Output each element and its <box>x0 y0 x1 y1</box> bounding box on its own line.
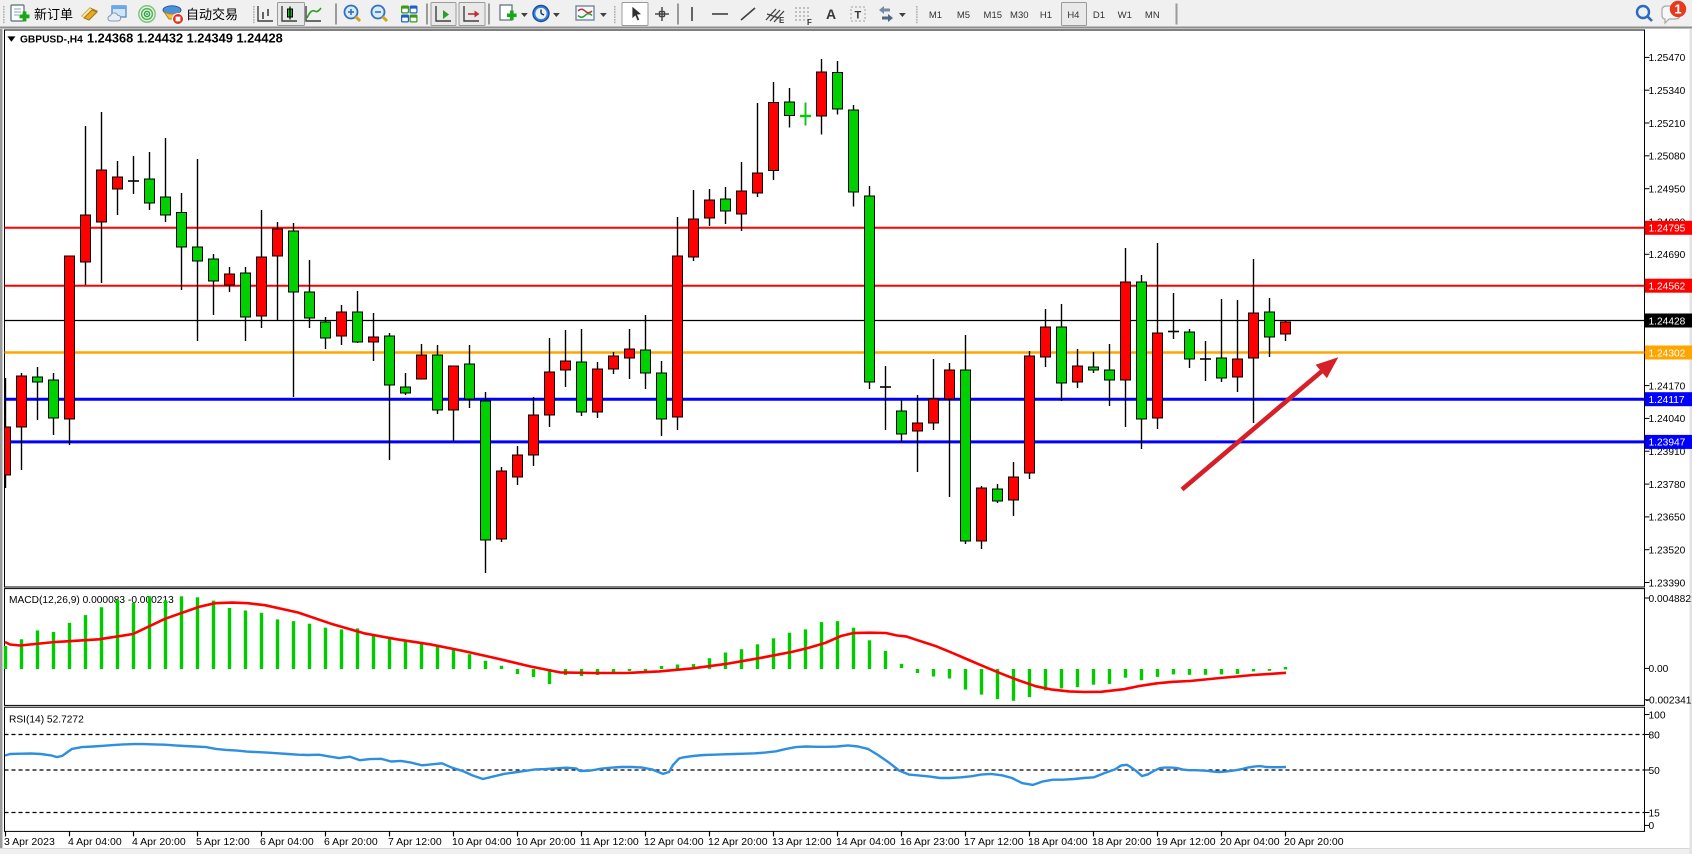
svg-text:1.25470: 1.25470 <box>1649 53 1686 64</box>
svg-text:1.24795: 1.24795 <box>1649 224 1686 235</box>
svg-text:7 Apr 12:00: 7 Apr 12:00 <box>388 836 442 848</box>
svg-text:H1: H1 <box>1040 10 1052 21</box>
svg-text:MACD(12,26,9) 0.000083 -0.0002: MACD(12,26,9) 0.000083 -0.000213 <box>9 595 174 606</box>
svg-text:16 Apr 23:00: 16 Apr 23:00 <box>900 836 960 848</box>
svg-text:D1: D1 <box>1093 10 1105 21</box>
svg-text:M15: M15 <box>984 10 1002 21</box>
svg-text:M30: M30 <box>1010 10 1028 21</box>
svg-text:6 Apr 04:00: 6 Apr 04:00 <box>260 836 314 848</box>
svg-text:1.23910: 1.23910 <box>1649 447 1686 458</box>
svg-text:M1: M1 <box>929 10 942 21</box>
svg-text:1.24690: 1.24690 <box>1649 250 1686 261</box>
svg-text:MN: MN <box>1145 10 1160 21</box>
svg-text:14 Apr 04:00: 14 Apr 04:00 <box>836 836 896 848</box>
svg-text:4 Apr 20:00: 4 Apr 20:00 <box>132 836 186 848</box>
svg-text:F: F <box>807 18 812 27</box>
svg-text:1.24302: 1.24302 <box>1649 348 1686 359</box>
svg-text:新订单: 新订单 <box>34 7 73 22</box>
svg-text:M5: M5 <box>957 10 970 21</box>
svg-text:RSI(14) 52.7272: RSI(14) 52.7272 <box>9 715 84 726</box>
svg-text:18 Apr 20:00: 18 Apr 20:00 <box>1092 836 1152 848</box>
svg-text:15: 15 <box>1649 808 1661 819</box>
svg-text:H4: H4 <box>1067 10 1079 21</box>
svg-text:1.23947: 1.23947 <box>1649 438 1686 449</box>
svg-text:1.24170: 1.24170 <box>1649 381 1686 392</box>
svg-text:12 Apr 04:00: 12 Apr 04:00 <box>644 836 704 848</box>
svg-text:0.004882: 0.004882 <box>1649 594 1692 605</box>
svg-text:0: 0 <box>1649 821 1655 832</box>
svg-text:1.24117: 1.24117 <box>1649 395 1685 406</box>
svg-text:W1: W1 <box>1118 10 1132 21</box>
svg-text:1.24950: 1.24950 <box>1649 185 1686 196</box>
svg-text:20 Apr 20:00: 20 Apr 20:00 <box>1284 836 1344 848</box>
svg-text:1.24562: 1.24562 <box>1649 282 1686 293</box>
svg-text:100: 100 <box>1649 710 1666 721</box>
svg-text:1.25210: 1.25210 <box>1649 119 1686 130</box>
svg-text:1.24040: 1.24040 <box>1649 414 1686 425</box>
svg-text:A: A <box>826 6 836 22</box>
svg-text:12 Apr 20:00: 12 Apr 20:00 <box>708 836 768 848</box>
svg-text:10 Apr 20:00: 10 Apr 20:00 <box>516 836 576 848</box>
svg-text:T: T <box>855 10 862 22</box>
svg-text:10 Apr 04:00: 10 Apr 04:00 <box>452 836 512 848</box>
svg-text:50: 50 <box>1649 766 1661 777</box>
svg-text:E: E <box>779 16 785 25</box>
svg-text:1.24368 1.24432 1.24349 1.2442: 1.24368 1.24432 1.24349 1.24428 <box>87 31 283 46</box>
svg-text:1.25340: 1.25340 <box>1649 86 1686 97</box>
svg-text:20 Apr 04:00: 20 Apr 04:00 <box>1220 836 1280 848</box>
svg-text:1.23520: 1.23520 <box>1649 546 1686 557</box>
svg-text:自动交易: 自动交易 <box>186 7 238 22</box>
svg-text:18 Apr 04:00: 18 Apr 04:00 <box>1028 836 1088 848</box>
svg-text:1.25080: 1.25080 <box>1649 152 1686 163</box>
svg-text:1.23650: 1.23650 <box>1649 513 1686 524</box>
svg-text:1.24428: 1.24428 <box>1649 316 1686 327</box>
svg-text:17 Apr 12:00: 17 Apr 12:00 <box>964 836 1024 848</box>
svg-text:GBPUSD-,H4: GBPUSD-,H4 <box>20 35 83 46</box>
svg-text:80: 80 <box>1649 730 1661 741</box>
svg-text:0.00: 0.00 <box>1649 664 1669 675</box>
svg-text:19 Apr 12:00: 19 Apr 12:00 <box>1156 836 1216 848</box>
svg-text:1.23390: 1.23390 <box>1649 578 1686 589</box>
svg-text:1.23780: 1.23780 <box>1649 480 1686 491</box>
svg-text:5 Apr 12:00: 5 Apr 12:00 <box>196 836 250 848</box>
svg-text:11 Apr 12:00: 11 Apr 12:00 <box>580 836 639 848</box>
svg-text:1: 1 <box>1674 2 1681 17</box>
svg-text:-0.002341: -0.002341 <box>1646 696 1692 707</box>
svg-text:6 Apr 20:00: 6 Apr 20:00 <box>324 836 378 848</box>
svg-text:4 Apr 04:00: 4 Apr 04:00 <box>68 836 122 848</box>
svg-text:13 Apr 12:00: 13 Apr 12:00 <box>772 836 832 848</box>
svg-text:3 Apr 2023: 3 Apr 2023 <box>4 836 55 848</box>
